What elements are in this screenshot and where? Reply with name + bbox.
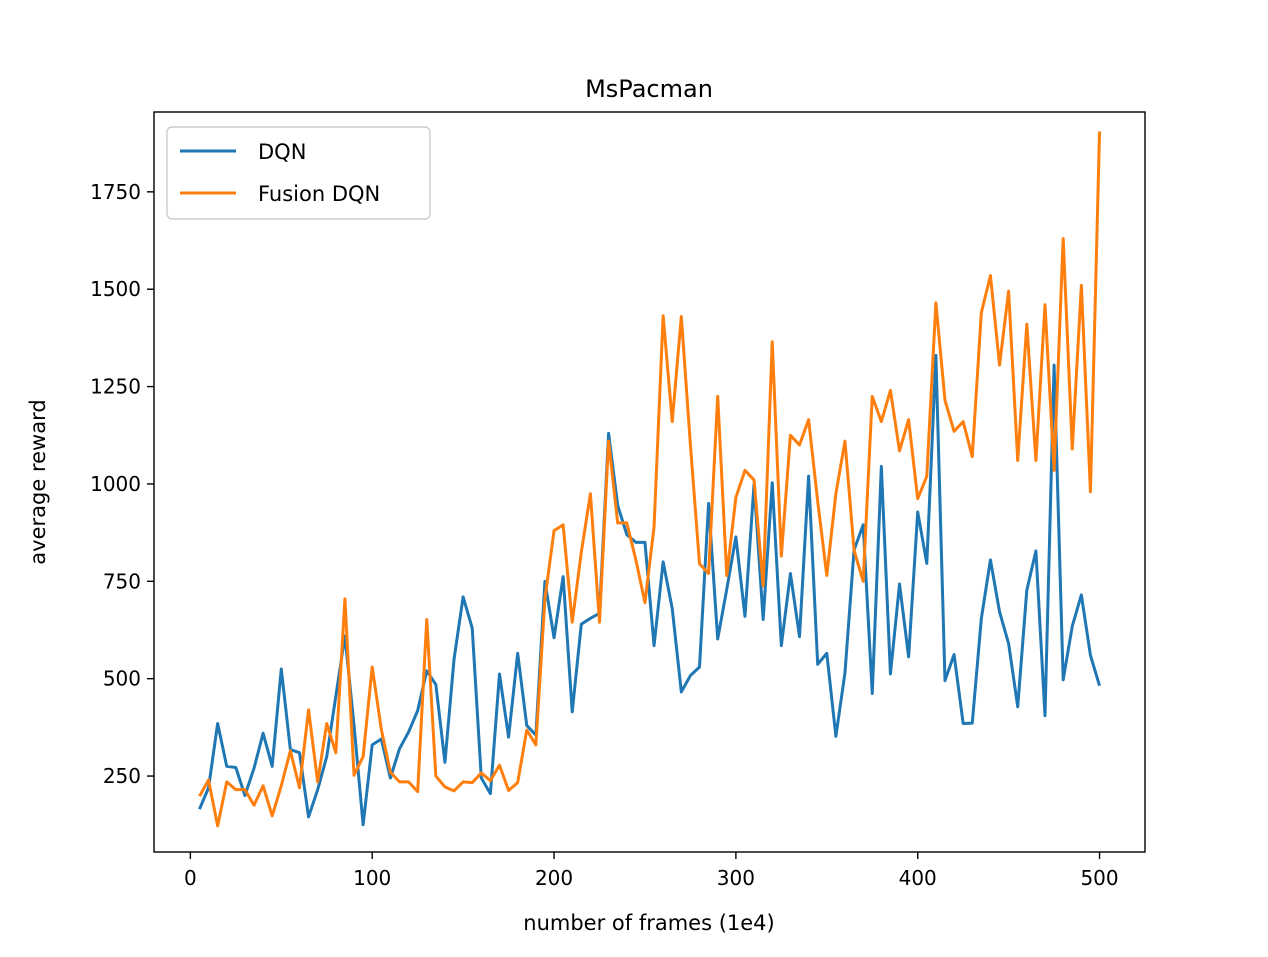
legend: DQN Fusion DQN	[166, 126, 431, 220]
x-tick-label: 0	[184, 866, 197, 890]
x-axis-ticks: 0 100 200 300 400 500	[184, 852, 1119, 890]
x-axis-label: number of frames (1e4)	[523, 911, 774, 935]
series-lines	[198, 131, 1102, 828]
x-tick-label: 100	[353, 866, 391, 890]
chart-title: MsPacman	[585, 75, 713, 103]
legend-label-fusion-dqn: Fusion DQN	[258, 182, 380, 206]
legend-label-dqn: DQN	[258, 140, 306, 164]
x-tick-label: 400	[899, 866, 937, 890]
series-line-fusion-dqn	[198, 131, 1102, 828]
x-tick-label: 500	[1080, 866, 1118, 890]
y-tick-label: 1500	[90, 277, 141, 301]
y-tick-label: 750	[103, 569, 141, 593]
y-tick-label: 500	[103, 667, 141, 691]
y-tick-label: 1000	[90, 472, 141, 496]
y-axis-ticks: 250 500 750 1000 1250 1500 1750	[90, 180, 154, 788]
x-tick-label: 300	[717, 866, 755, 890]
y-tick-label: 250	[103, 764, 141, 788]
y-tick-label: 1750	[90, 180, 141, 204]
y-tick-label: 1250	[90, 375, 141, 399]
plot-area-frame	[153, 111, 1146, 853]
x-tick-label: 200	[535, 866, 573, 890]
y-axis-label: average reward	[26, 399, 50, 564]
